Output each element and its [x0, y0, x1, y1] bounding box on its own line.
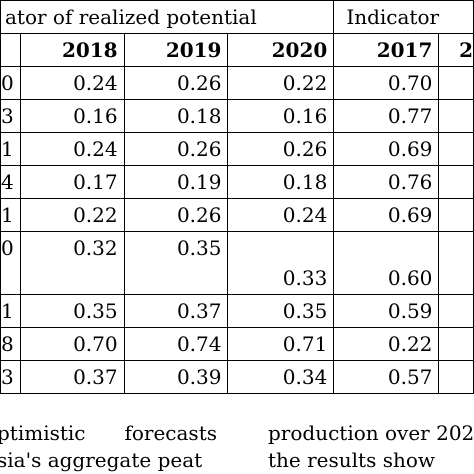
table-cell — [438, 360, 474, 394]
table-cell: 0.69 — [333, 132, 440, 166]
table-cell: 0.35 — [227, 294, 335, 328]
table-cell: 8 — [0, 327, 21, 361]
table-cell — [438, 132, 474, 166]
group-header-realized-potential: ator of realized potential — [0, 0, 335, 34]
table-cell: 1 — [0, 198, 21, 232]
table-cell — [438, 165, 474, 199]
group-header-indicator: Indicator — [333, 0, 474, 34]
table-cell: 0.18 — [123, 99, 229, 133]
table-cell: 0.57 — [333, 360, 440, 394]
table-cell: 0.22 — [19, 198, 125, 232]
body-text-left-line: sia's aggregate peat — [0, 448, 203, 472]
table-cell: 0.19 — [123, 165, 229, 199]
body-text-right: production over 202 the results show — [268, 420, 474, 474]
table-row: 4 0.17 0.19 0.18 0.76 — [0, 165, 474, 199]
year-header-row: 2018 2019 2020 2017 2 — [0, 33, 474, 67]
body-text-left: ptimistic forecasts sia's aggregate peat — [0, 420, 217, 474]
table-cell: 0.34 — [227, 360, 335, 394]
table-cell: 0.37 — [123, 294, 229, 328]
table-cell: 0.18 — [227, 165, 335, 199]
table-cell: 3 — [0, 99, 21, 133]
table-cell: 0.33 — [227, 231, 335, 295]
table-cell: 0.24 — [19, 132, 125, 166]
body-text-word: ptimistic — [0, 421, 86, 445]
table-cell: 0.24 — [227, 198, 335, 232]
year-header-2020: 2020 — [227, 33, 335, 67]
table-cell: 0.32 — [19, 231, 125, 295]
table-cell: 0.70 — [333, 66, 440, 100]
table-cell: 0 — [0, 231, 21, 295]
table-cell: 0.71 — [227, 327, 335, 361]
table-cell — [438, 198, 474, 232]
table-cell: 0.35 — [19, 294, 125, 328]
table-cell: 0.22 — [333, 327, 440, 361]
table-cell: 0.39 — [123, 360, 229, 394]
table-cell: 0.16 — [227, 99, 335, 133]
table-cell: 0.22 — [227, 66, 335, 100]
table-row: 3 0.37 0.39 0.34 0.57 — [0, 360, 474, 394]
table-cell: 0.26 — [123, 198, 229, 232]
table-cell: 3 — [0, 360, 21, 394]
table-cell: 0.59 — [333, 294, 440, 328]
table-cell: 0.69 — [333, 198, 440, 232]
table-cell — [438, 327, 474, 361]
table-cell — [438, 294, 474, 328]
body-text-right-line: production over 202 — [268, 421, 474, 445]
table-row: 1 0.22 0.26 0.24 0.69 — [0, 198, 474, 232]
table-cell: 0.24 — [19, 66, 125, 100]
table-row: 0 0.24 0.26 0.22 0.70 — [0, 66, 474, 100]
table-cell: 0.76 — [333, 165, 440, 199]
data-table: ator of realized potential Indicator 201… — [0, 0, 474, 394]
year-header-partial: 2 — [438, 33, 474, 67]
body-text-left-line: ptimistic forecasts — [0, 420, 217, 447]
table-cell: 0.26 — [123, 132, 229, 166]
table-cell: 0.60 — [333, 231, 440, 295]
body-text-right-line: the results show — [268, 448, 436, 472]
table-row: 3 0.16 0.18 0.16 0.77 — [0, 99, 474, 133]
table-cell: 0.74 — [123, 327, 229, 361]
table-cell: 0.26 — [227, 132, 335, 166]
table-cell: 4 — [0, 165, 21, 199]
year-header-2017: 2017 — [333, 33, 440, 67]
table-cell: 0.17 — [19, 165, 125, 199]
table-row: 0 0.32 0.35 0.33 0.60 — [0, 231, 474, 295]
table-cell: 0.70 — [19, 327, 125, 361]
table-cell: 0 — [0, 66, 21, 100]
table-cell — [438, 231, 474, 295]
table-cell: 0.16 — [19, 99, 125, 133]
table-cell — [438, 99, 474, 133]
table-cell: 0.35 — [123, 231, 229, 295]
year-header-empty — [0, 33, 21, 67]
body-text-word: forecasts — [124, 421, 217, 445]
year-header-2018: 2018 — [19, 33, 125, 67]
group-header-row: ator of realized potential Indicator — [0, 0, 474, 34]
table-row: 1 0.35 0.37 0.35 0.59 — [0, 294, 474, 328]
table-cell: 1 — [0, 294, 21, 328]
year-header-2019: 2019 — [123, 33, 229, 67]
table-cell: 0.26 — [123, 66, 229, 100]
table-cell: 0.37 — [19, 360, 125, 394]
table-row: 8 0.70 0.74 0.71 0.22 — [0, 327, 474, 361]
table-cell — [438, 66, 474, 100]
table-cell: 1 — [0, 132, 21, 166]
table-row: 1 0.24 0.26 0.26 0.69 — [0, 132, 474, 166]
table-cell: 0.77 — [333, 99, 440, 133]
